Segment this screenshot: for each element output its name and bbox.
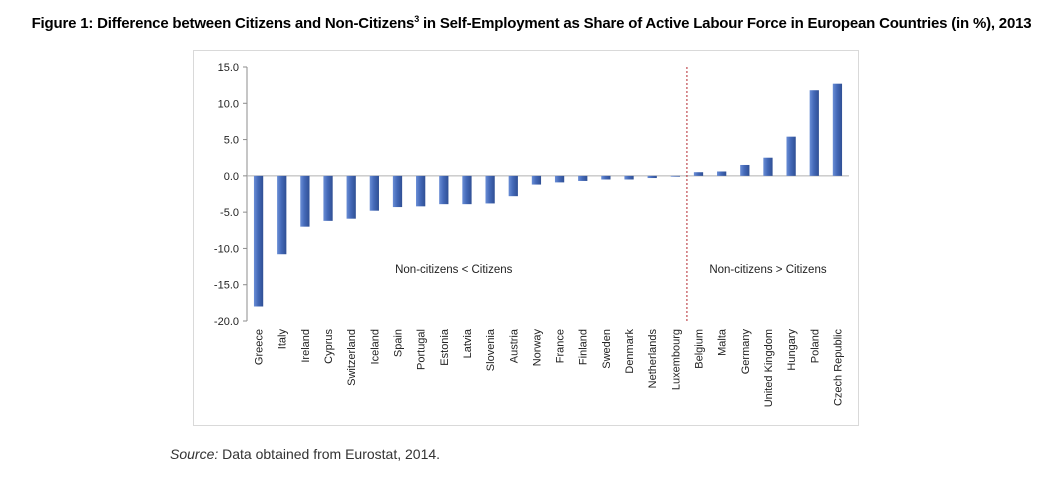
bar-czech-republic — [832, 83, 843, 176]
x-tick-label: France — [555, 329, 567, 363]
bar-germany — [740, 164, 750, 176]
bar-malta — [717, 171, 727, 176]
figure-title-main: Figure 1: Difference between Citizens an… — [31, 15, 415, 32]
bar-estonia — [439, 175, 449, 205]
x-tick-label: Austria — [508, 328, 520, 363]
bar-italy — [277, 175, 287, 255]
bar-norway — [531, 175, 542, 185]
bar-ireland — [300, 175, 310, 227]
x-tick-label: United Kingdom — [763, 329, 775, 407]
x-tick-label: Hungary — [786, 329, 798, 371]
y-tick-label: 10.0 — [218, 98, 239, 110]
bar-greece — [253, 175, 264, 307]
x-tick-label: Netherlands — [647, 329, 659, 389]
bar-netherlands — [647, 175, 657, 179]
source-note: Source: Data obtained from Eurostat, 201… — [170, 446, 440, 462]
x-tick-label: Luxembourg — [670, 329, 682, 390]
bar-belgium — [693, 172, 704, 176]
x-tick-label: Czech Republic — [832, 329, 844, 407]
x-tick-label: Denmark — [624, 329, 636, 374]
bar-denmark — [624, 175, 634, 180]
x-tick-label: Poland — [809, 329, 821, 363]
bar-poland — [809, 90, 819, 176]
y-tick-label: -15.0 — [214, 280, 239, 292]
y-tick-label: 15.0 — [218, 62, 239, 74]
bar-slovenia — [485, 175, 495, 204]
bar-luxembourg — [670, 175, 680, 177]
y-tick-label: -20.0 — [214, 316, 239, 328]
bar-spain — [392, 175, 403, 208]
bar-iceland — [369, 175, 379, 211]
bar-switzerland — [346, 175, 356, 219]
chart-frame: 15.0 10.0 5.0 0.0 -5.0 -10.0 -15.0 -20.0 Greece I… — [193, 50, 859, 426]
bar-latvia — [462, 175, 472, 205]
bar-united-kingdom — [763, 157, 773, 176]
x-tick-label: Malta — [717, 328, 729, 356]
x-tick-label: Portugal — [416, 329, 428, 370]
x-tick-label: Estonia — [439, 328, 451, 366]
source-label: Source: — [170, 446, 219, 462]
bar-finland — [578, 175, 588, 181]
footnote-mark: 3 — [414, 14, 419, 24]
x-tick-label: Latvia — [462, 328, 474, 358]
y-tick-label: -10.0 — [214, 243, 239, 255]
annotation-left: Non-citizens < Citizens — [395, 264, 513, 276]
x-tick-label: Switzerland — [346, 329, 358, 386]
x-tick-label: Finland — [578, 329, 590, 365]
source-text: Data obtained from Eurostat, 2014. — [218, 446, 441, 462]
x-tick-label: Spain — [393, 329, 405, 357]
x-tick-label: Norway — [531, 329, 543, 367]
x-tick-label: Greece — [254, 329, 266, 365]
x-tick-label: Italy — [277, 329, 289, 350]
y-tick-label: -5.0 — [220, 207, 239, 219]
annotation-right: Non-citizens > Citizens — [709, 264, 827, 276]
bar-chart: 15.0 10.0 5.0 0.0 -5.0 -10.0 -15.0 -20.0 Greece I… — [214, 62, 849, 407]
bar-hungary — [786, 136, 796, 176]
bar-cyprus — [323, 175, 333, 221]
x-tick-label: Belgium — [694, 329, 706, 369]
x-tick-label: Ireland — [300, 329, 312, 363]
y-tick-label: 0.0 — [224, 171, 239, 183]
bar-portugal — [416, 175, 426, 207]
bar-sweden — [601, 175, 611, 180]
bar-france — [554, 175, 565, 183]
y-tick-label: 5.0 — [224, 135, 239, 147]
x-tick-label: Slovenia — [485, 328, 497, 371]
x-tick-label: Cyprus — [323, 329, 335, 364]
x-tick-label: Iceland — [369, 329, 381, 364]
figure-title: Figure 1: Difference between Citizens an… — [0, 14, 1063, 32]
x-tick-label: Sweden — [601, 329, 613, 369]
bar-austria — [508, 175, 518, 197]
figure-title-rest: in Self-Employment as Share of Active La… — [419, 15, 1032, 32]
x-tick-label: Germany — [740, 329, 752, 375]
